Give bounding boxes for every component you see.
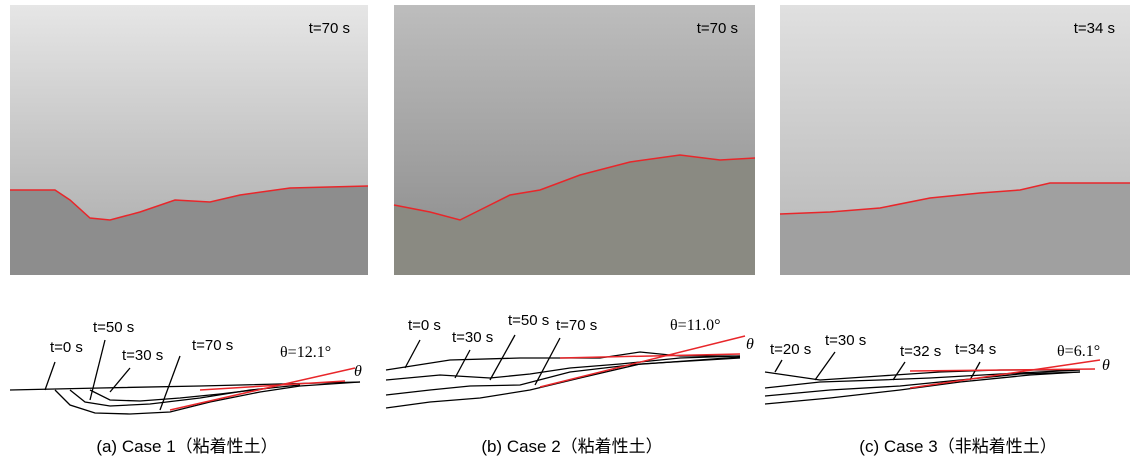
angle-symbol: θ [746, 336, 754, 353]
profile-label: t=32 s [900, 343, 941, 360]
caption: (a) Case 1（粘着性土） [96, 437, 277, 456]
photo-b [394, 5, 755, 275]
caption: (b) Case 2（粘着性土） [481, 437, 662, 456]
profile-label: t=0 s [408, 317, 441, 334]
photo-time: t=70 s [697, 20, 738, 37]
photo-a [10, 5, 368, 275]
profile-label: t=50 s [93, 319, 134, 336]
caption: (c) Case 3（非粘着性土） [859, 437, 1056, 456]
profile-label: t=34 s [955, 341, 996, 358]
profile-label: t=20 s [770, 341, 811, 358]
profile-label: t=70 s [556, 317, 597, 334]
profile-label: t=30 s [825, 332, 866, 349]
angle-label: θ=12.1° [280, 344, 331, 361]
photo-time: t=34 s [1074, 20, 1115, 37]
profile-label: t=70 s [192, 337, 233, 354]
figure: t=70 s t=70 s t=34 s t=0 s t=50 s t=30 s… [0, 0, 1137, 468]
profile-b [386, 335, 745, 408]
angle-symbol: θ [1102, 357, 1110, 374]
photo-c [780, 5, 1130, 275]
angle-label: θ=6.1° [1057, 343, 1100, 360]
photo-time: t=70 s [309, 20, 350, 37]
profile-label: t=30 s [452, 329, 493, 346]
profile-label: t=0 s [50, 339, 83, 356]
angle-symbol: θ [354, 363, 362, 380]
profile-label: t=30 s [122, 347, 163, 364]
profile-label: t=50 s [508, 312, 549, 329]
angle-label: θ=11.0° [670, 317, 721, 334]
